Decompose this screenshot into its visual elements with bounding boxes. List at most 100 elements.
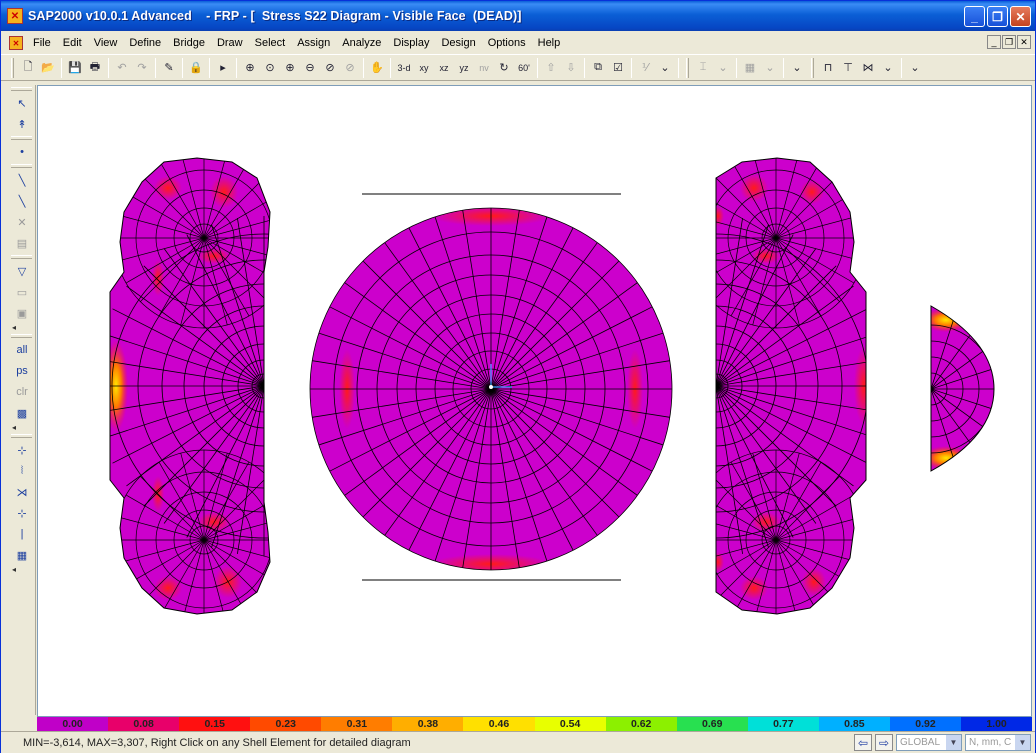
draw-rect-area-icon[interactable]: ▭ bbox=[16, 286, 28, 299]
snap-end-icon[interactable]: ⦚ bbox=[20, 464, 24, 477]
toolbar-grip[interactable] bbox=[811, 57, 814, 78]
fraction-icon[interactable]: ⅟ bbox=[641, 62, 649, 74]
draw-joint-icon[interactable]: • bbox=[20, 146, 24, 158]
model-view-canvas[interactable] bbox=[37, 85, 1032, 717]
toolbar-grip[interactable] bbox=[686, 57, 689, 78]
toolbar-expand-arrow[interactable]: ◂ bbox=[12, 423, 17, 432]
view-xz-button[interactable]: xz bbox=[439, 62, 449, 73]
snap-grid-icon[interactable]: ▦ bbox=[16, 549, 28, 562]
doc-restore-button[interactable]: ❐ bbox=[1002, 35, 1016, 49]
doc-close-button[interactable]: ✕ bbox=[1017, 35, 1031, 49]
draw-poly-area-icon[interactable]: ▽ bbox=[17, 265, 27, 278]
area-section-icon[interactable]: ▦ bbox=[744, 62, 756, 74]
view-3d-button[interactable]: 3-d bbox=[397, 62, 411, 73]
zoom-out-icon[interactable]: ⊖ bbox=[305, 62, 315, 74]
document-icon[interactable]: ✕ bbox=[9, 36, 23, 50]
units-select[interactable]: N, mm, C ▼ bbox=[965, 734, 1031, 751]
menu-analyze[interactable]: Analyze bbox=[342, 37, 382, 49]
frame-draw-icon[interactable]: ⊓ bbox=[823, 62, 833, 74]
menu-edit[interactable]: Edit bbox=[62, 37, 82, 49]
menu-define[interactable]: Define bbox=[129, 37, 162, 49]
shell-mesh-layer[interactable] bbox=[94, 148, 1021, 630]
area-dropdown-icon[interactable]: ⌄ bbox=[765, 62, 775, 74]
reshape-pointer-icon[interactable]: ↟ bbox=[17, 118, 27, 131]
doc-minimize-button[interactable]: _ bbox=[987, 35, 1001, 49]
run-analysis-icon[interactable]: ▸ bbox=[220, 62, 226, 74]
stress-diagram-drawing[interactable] bbox=[38, 86, 1032, 717]
toolbar-grip[interactable] bbox=[11, 57, 14, 78]
title-bar[interactable]: ✕ SAP2000 v10.0.1 Advanced - FRP - [ Str… bbox=[1, 1, 1035, 31]
toolbar-grip[interactable] bbox=[11, 434, 32, 438]
redo-icon[interactable]: ↷ bbox=[137, 62, 147, 74]
zoom-restore-icon[interactable]: ⊙ bbox=[265, 62, 275, 74]
previous-arrow-icon[interactable]: ⇦ bbox=[854, 734, 872, 751]
view-xy-button[interactable]: xy bbox=[419, 62, 429, 73]
view-nv-button[interactable]: nv bbox=[479, 62, 489, 73]
menu-assign[interactable]: Assign bbox=[297, 37, 331, 49]
snap-midpoint-icon[interactable]: ⊹ bbox=[17, 444, 27, 457]
close-button[interactable]: ✕ bbox=[1010, 6, 1031, 27]
snap-perpendicular-icon[interactable]: ⊹ bbox=[17, 507, 27, 520]
object-shrink-icon[interactable]: ⧉ bbox=[594, 61, 602, 73]
open-folder-icon[interactable]: 📂 bbox=[41, 62, 55, 74]
pan-hand-icon[interactable]: ✋ bbox=[370, 62, 384, 74]
chevron-down-icon[interactable]: ▼ bbox=[1015, 735, 1030, 750]
menu-design[interactable]: Design bbox=[441, 37, 476, 49]
menu-file[interactable]: File bbox=[33, 37, 51, 49]
previous-select-button[interactable]: ps bbox=[11, 361, 33, 381]
zoom-window-icon[interactable]: ⊕ bbox=[245, 62, 255, 74]
toolbar-grip[interactable] bbox=[11, 136, 32, 140]
toolbar-grip[interactable] bbox=[11, 255, 32, 259]
clear-selection-button[interactable]: clr bbox=[11, 382, 33, 402]
rotate-view-icon[interactable]: ↻ bbox=[499, 62, 509, 74]
menu-display[interactable]: Display bbox=[393, 37, 430, 49]
toolbar-expand-arrow[interactable]: ◂ bbox=[12, 565, 17, 574]
menu-options[interactable]: Options bbox=[487, 37, 526, 49]
frame-section-icon[interactable]: ⊤ bbox=[843, 62, 853, 74]
snap-intersection-icon[interactable]: ⋊ bbox=[16, 486, 28, 499]
restore-button[interactable]: ❐ bbox=[987, 6, 1008, 27]
menu-view[interactable]: View bbox=[93, 37, 118, 49]
dropdown-arrow-icon[interactable]: ⌄ bbox=[792, 62, 802, 74]
draw-frame-icon[interactable]: ╲ bbox=[18, 174, 26, 187]
zoom-next-icon[interactable]: ⊘ bbox=[345, 62, 355, 74]
fraction-dropdown-icon[interactable]: ⌄ bbox=[660, 62, 670, 74]
menu-help[interactable]: Help bbox=[537, 37, 561, 49]
menu-select[interactable]: Select bbox=[254, 37, 286, 49]
select-grid-icon[interactable]: ▩ bbox=[16, 407, 28, 420]
pointer-icon[interactable]: ↖ bbox=[17, 97, 27, 110]
next-arrow-icon[interactable]: ⇨ bbox=[875, 734, 893, 751]
section-icon[interactable]: ⌶ bbox=[699, 61, 707, 73]
quick-draw-area-icon[interactable]: ▣ bbox=[16, 307, 28, 320]
set-display-options-icon[interactable]: ☑ bbox=[613, 62, 623, 74]
toolbar-grip[interactable] bbox=[11, 164, 32, 168]
zoom-previous-icon[interactable]: ⊘ bbox=[325, 62, 335, 74]
pencil-icon[interactable]: ✎ bbox=[164, 62, 174, 74]
coordinate-system-select[interactable]: GLOBAL ▼ bbox=[896, 734, 962, 751]
section-dropdown-icon[interactable]: ⌄ bbox=[718, 62, 728, 74]
perspective-button[interactable]: 60' bbox=[518, 62, 530, 73]
sap2000-app-icon[interactable]: ✕ bbox=[7, 8, 23, 24]
select-all-button[interactable]: all bbox=[11, 340, 33, 360]
move-down-icon[interactable]: ⇩ bbox=[566, 62, 576, 74]
more-dropdown-icon[interactable]: ⌄ bbox=[910, 62, 920, 74]
toolbar-expand-arrow[interactable]: ◂ bbox=[12, 323, 17, 332]
save-icon[interactable]: 💾 bbox=[68, 62, 82, 74]
move-up-icon[interactable]: ⇧ bbox=[546, 62, 556, 74]
chevron-down-icon[interactable]: ▼ bbox=[946, 735, 961, 750]
frame-release-icon[interactable]: ⋈ bbox=[862, 62, 874, 74]
frame-dropdown-icon[interactable]: ⌄ bbox=[883, 62, 893, 74]
menu-draw[interactable]: Draw bbox=[216, 37, 243, 49]
toolbar-grip[interactable] bbox=[11, 87, 32, 91]
draw-link-icon[interactable]: ▤ bbox=[16, 237, 28, 250]
quick-draw-frame-icon[interactable]: ╲ bbox=[18, 195, 26, 208]
snap-line-icon[interactable]: | bbox=[20, 528, 24, 540]
zoom-in-icon[interactable]: ⊕ bbox=[285, 62, 295, 74]
print-icon[interactable]: 🖶 bbox=[89, 61, 101, 73]
new-file-icon[interactable]: 🗋 bbox=[23, 61, 33, 73]
undo-icon[interactable]: ↶ bbox=[117, 62, 127, 74]
draw-brace-icon[interactable]: ✕ bbox=[17, 216, 27, 229]
lock-icon[interactable]: 🔒 bbox=[189, 62, 203, 74]
menu-bridge[interactable]: Bridge bbox=[173, 37, 205, 49]
toolbar-grip[interactable] bbox=[11, 334, 32, 338]
